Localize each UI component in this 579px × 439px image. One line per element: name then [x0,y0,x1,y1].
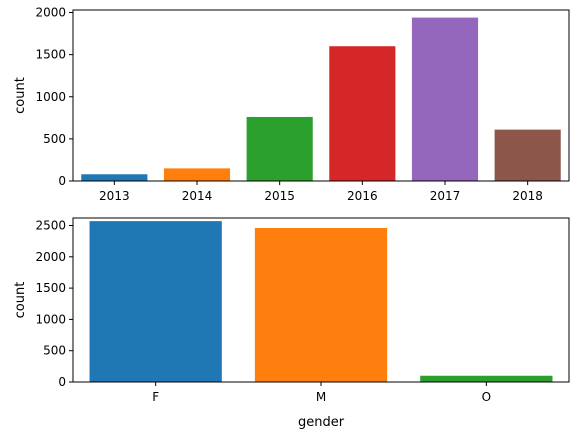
bar-2016 [329,46,396,181]
bar-O [420,375,553,382]
plot-frame [72,9,570,182]
y-tick-label: 1500 [35,48,66,62]
x-tick-label: F [152,390,159,404]
bar-2013 [81,174,148,181]
chart-1: 0 500 1000 1500 2000 2013 2014 2015 2016 2017 2018… [13,6,570,203]
bar-2018 [494,129,561,181]
y-tick-label: 0 [58,174,66,188]
y-tick-label: 2000 [35,250,66,264]
x-tick-label: 2016 [347,189,378,203]
bar-M [254,228,388,382]
y-axis-label: count [13,77,28,114]
y-tick-label: 0 [58,375,66,389]
y-tick-label: 500 [43,344,66,358]
x-axis-label: gender [298,415,345,430]
x-tick-label: 2018 [512,189,543,203]
bar-2015 [246,116,313,181]
y-tick-label: 1000 [35,312,66,326]
x-tick-label: 2017 [430,189,461,203]
x-tick-label: O [482,390,491,404]
bar-2017 [411,17,479,181]
x-tick-label: 2015 [264,189,295,203]
y-tick-label: 1500 [35,281,66,295]
y-tick-label: 2000 [35,6,66,20]
x-tick-label: 2013 [99,189,130,203]
x-tick-label: 2014 [182,189,213,203]
y-tick-label: 1000 [35,90,66,104]
bar-F [89,221,222,382]
y-tick-label: 500 [43,132,66,146]
x-tick-label: M [316,390,326,404]
y-tick-label: 2500 [35,219,66,233]
y-axis-label: count [13,282,28,319]
bar-2014 [163,168,231,181]
